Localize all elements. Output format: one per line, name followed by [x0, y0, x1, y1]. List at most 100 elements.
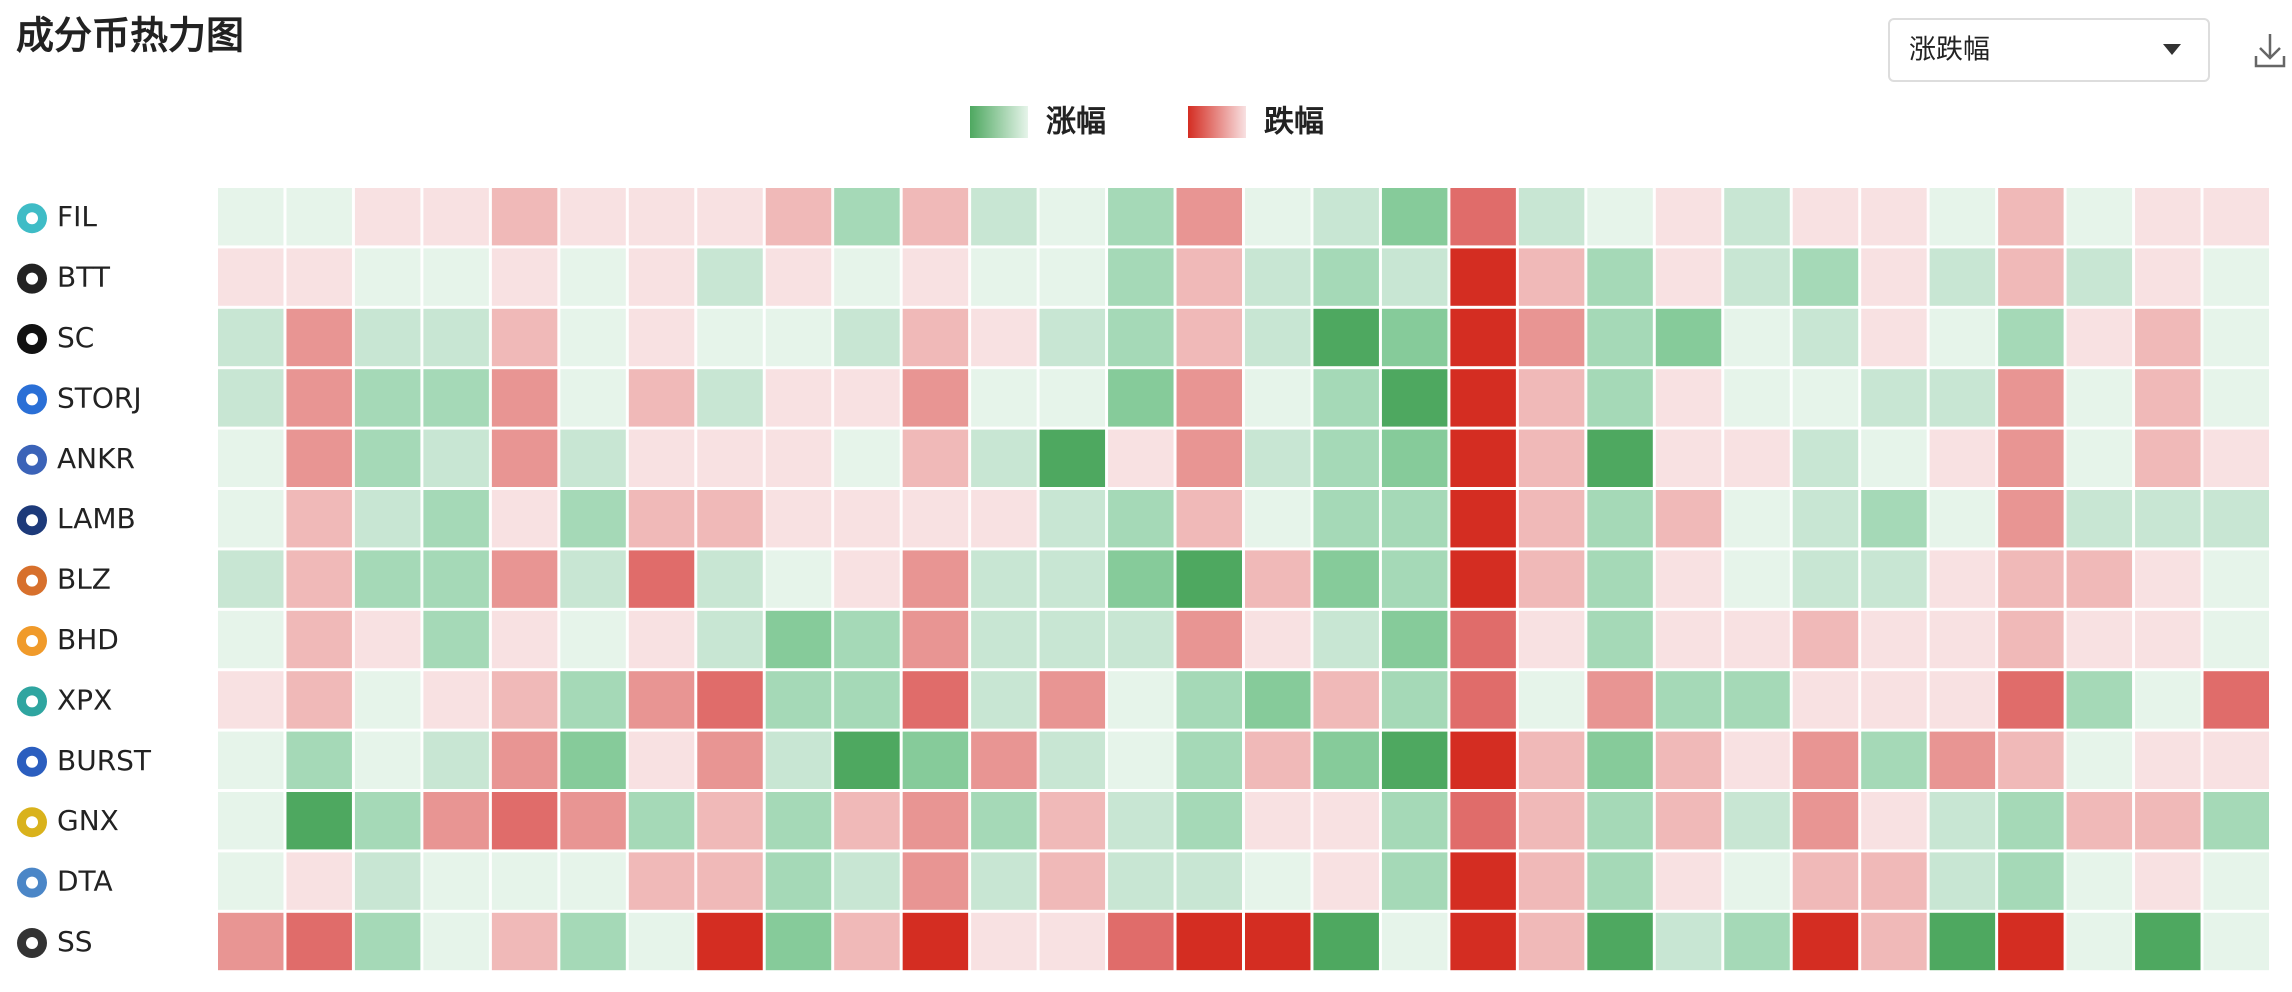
heat-cell	[491, 248, 558, 306]
heat-cell	[971, 188, 1037, 246]
heat-cell	[971, 610, 1037, 669]
heat-cell	[1176, 671, 1242, 729]
heat-cell	[1176, 429, 1242, 487]
heat-cell	[1176, 188, 1242, 246]
heat-cell	[1108, 248, 1174, 306]
heat-cell	[491, 852, 558, 910]
heat-cell	[1450, 248, 1516, 306]
coin-icon-inner	[26, 393, 38, 406]
heat-cell	[2135, 912, 2201, 971]
heat-cell	[1245, 248, 1311, 306]
download-button[interactable]	[2254, 34, 2286, 68]
heat-cell	[902, 550, 969, 608]
heat-cell	[560, 188, 626, 246]
heat-cell	[1313, 852, 1379, 910]
heat-cell	[423, 671, 489, 729]
heat-cell	[1861, 308, 1927, 367]
heat-cell	[2135, 308, 2201, 367]
heat-cell	[1587, 792, 1653, 850]
heat-cell	[2066, 369, 2133, 427]
heat-cell	[628, 731, 695, 789]
heat-cell	[1313, 731, 1379, 789]
coin-icon-inner	[26, 453, 38, 466]
heat-cell	[1998, 792, 2064, 850]
heat-cell	[218, 912, 284, 971]
heat-cell	[354, 550, 421, 608]
heat-cell	[2135, 792, 2201, 850]
heat-cell	[1792, 610, 1859, 669]
heat-cell	[286, 792, 352, 850]
coin-name: FIL	[57, 200, 97, 233]
heat-cell	[1176, 610, 1242, 669]
coin-name: LAMB	[57, 502, 136, 535]
heat-cell	[286, 852, 352, 910]
heat-cell	[1998, 610, 2064, 669]
heat-cell	[491, 792, 558, 850]
heat-cell	[491, 490, 558, 548]
dropdown-arrow[interactable]	[2163, 44, 2181, 55]
heat-cell	[834, 490, 900, 548]
coin-icon-inner	[26, 876, 38, 889]
heat-cell	[423, 731, 489, 789]
heat-cell	[1381, 550, 1448, 608]
heat-cell	[1998, 369, 2064, 427]
heat-cell	[697, 792, 763, 850]
heat-cell	[354, 912, 421, 971]
heat-cell	[560, 308, 626, 367]
heat-cell	[218, 610, 284, 669]
heat-cell	[1176, 308, 1242, 367]
heat-cell	[354, 852, 421, 910]
heat-cell	[1245, 610, 1311, 669]
heat-cell	[1587, 610, 1653, 669]
heat-cell	[560, 671, 626, 729]
heat-cell	[697, 429, 763, 487]
heat-cell	[902, 792, 969, 850]
heat-cell	[1998, 248, 2064, 306]
heat-cell	[1381, 188, 1448, 246]
heat-cell	[697, 248, 763, 306]
heat-cell	[1108, 308, 1174, 367]
heat-cell	[1313, 308, 1379, 367]
dropdown[interactable]: 涨跌幅	[1888, 18, 2210, 82]
heat-cell	[1655, 308, 1722, 367]
heat-cell	[1039, 610, 1106, 669]
dropdown-value[interactable]: 涨跌幅	[1909, 35, 1990, 66]
dropdown-box[interactable]	[1888, 18, 2210, 82]
heat-cell	[560, 369, 626, 427]
heat-cell	[971, 308, 1037, 367]
heat-cell	[1450, 852, 1516, 910]
heat-cell	[1518, 308, 1585, 367]
coin-icon-inner	[26, 755, 38, 768]
heat-cell	[1587, 852, 1653, 910]
download-icon[interactable]	[2259, 34, 2281, 60]
heat-cell	[1108, 852, 1174, 910]
heat-cell	[834, 308, 900, 367]
heat-cell	[697, 852, 763, 910]
heat-cell	[1450, 912, 1516, 971]
heat-cell	[1450, 429, 1516, 487]
heat-cell	[2135, 671, 2201, 729]
heat-cell	[1587, 429, 1653, 487]
heat-cell	[1655, 188, 1722, 246]
heat-cell	[1861, 731, 1927, 789]
heat-cell	[1929, 188, 1996, 246]
heat-cell	[1039, 490, 1106, 548]
heat-cell	[1381, 610, 1448, 669]
heat-cell	[1381, 369, 1448, 427]
download-tray[interactable]	[2254, 56, 2286, 68]
heat-cell	[1929, 308, 1996, 367]
heat-cell	[1245, 912, 1311, 971]
heat-cell	[2203, 912, 2269, 971]
heat-cell	[765, 731, 832, 789]
heat-cell	[1998, 308, 2064, 367]
heat-cell	[1861, 248, 1927, 306]
heat-cell	[902, 308, 969, 367]
heat-cell	[1518, 550, 1585, 608]
heat-cell	[1450, 550, 1516, 608]
heat-cell	[1450, 610, 1516, 669]
heat-cell	[1587, 369, 1653, 427]
heat-cell	[1998, 429, 2064, 487]
heat-cell	[1176, 731, 1242, 789]
heat-cell	[1245, 490, 1311, 548]
heat-cell	[286, 429, 352, 487]
